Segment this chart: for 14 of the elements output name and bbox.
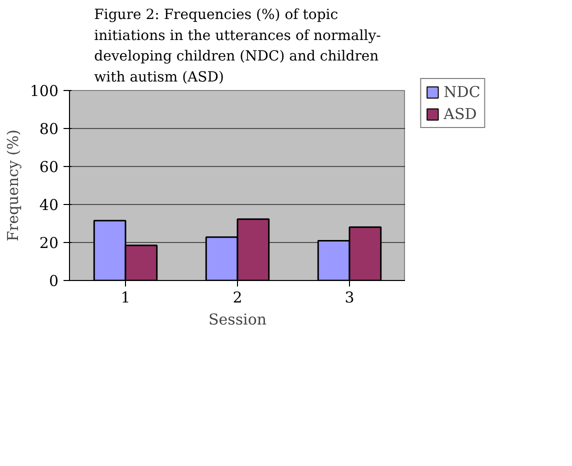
y-axis-title: Frequency (%) <box>4 130 22 242</box>
legend-label: ASD <box>444 104 477 122</box>
y-tick-label: 60 <box>39 158 59 176</box>
x-tick-label: 3 <box>344 288 354 306</box>
y-tick-label: 80 <box>39 120 59 138</box>
y-tick-label: 20 <box>39 234 59 252</box>
x-tick-label: 2 <box>232 288 242 306</box>
x-tick-label: 1 <box>120 288 130 306</box>
chart-title: Figure 2: Frequencies (%) of topic initiations in the utterances of normally-developing children (NDC) and children with autism (ASD) <box>94 7 382 86</box>
x-axis-title: Session <box>208 310 267 328</box>
y-tick-label: 100 <box>30 82 59 100</box>
y-tick-label: 40 <box>39 196 59 214</box>
y-tick-label: 0 <box>48 272 59 290</box>
legend-label: NDC <box>444 82 480 100</box>
